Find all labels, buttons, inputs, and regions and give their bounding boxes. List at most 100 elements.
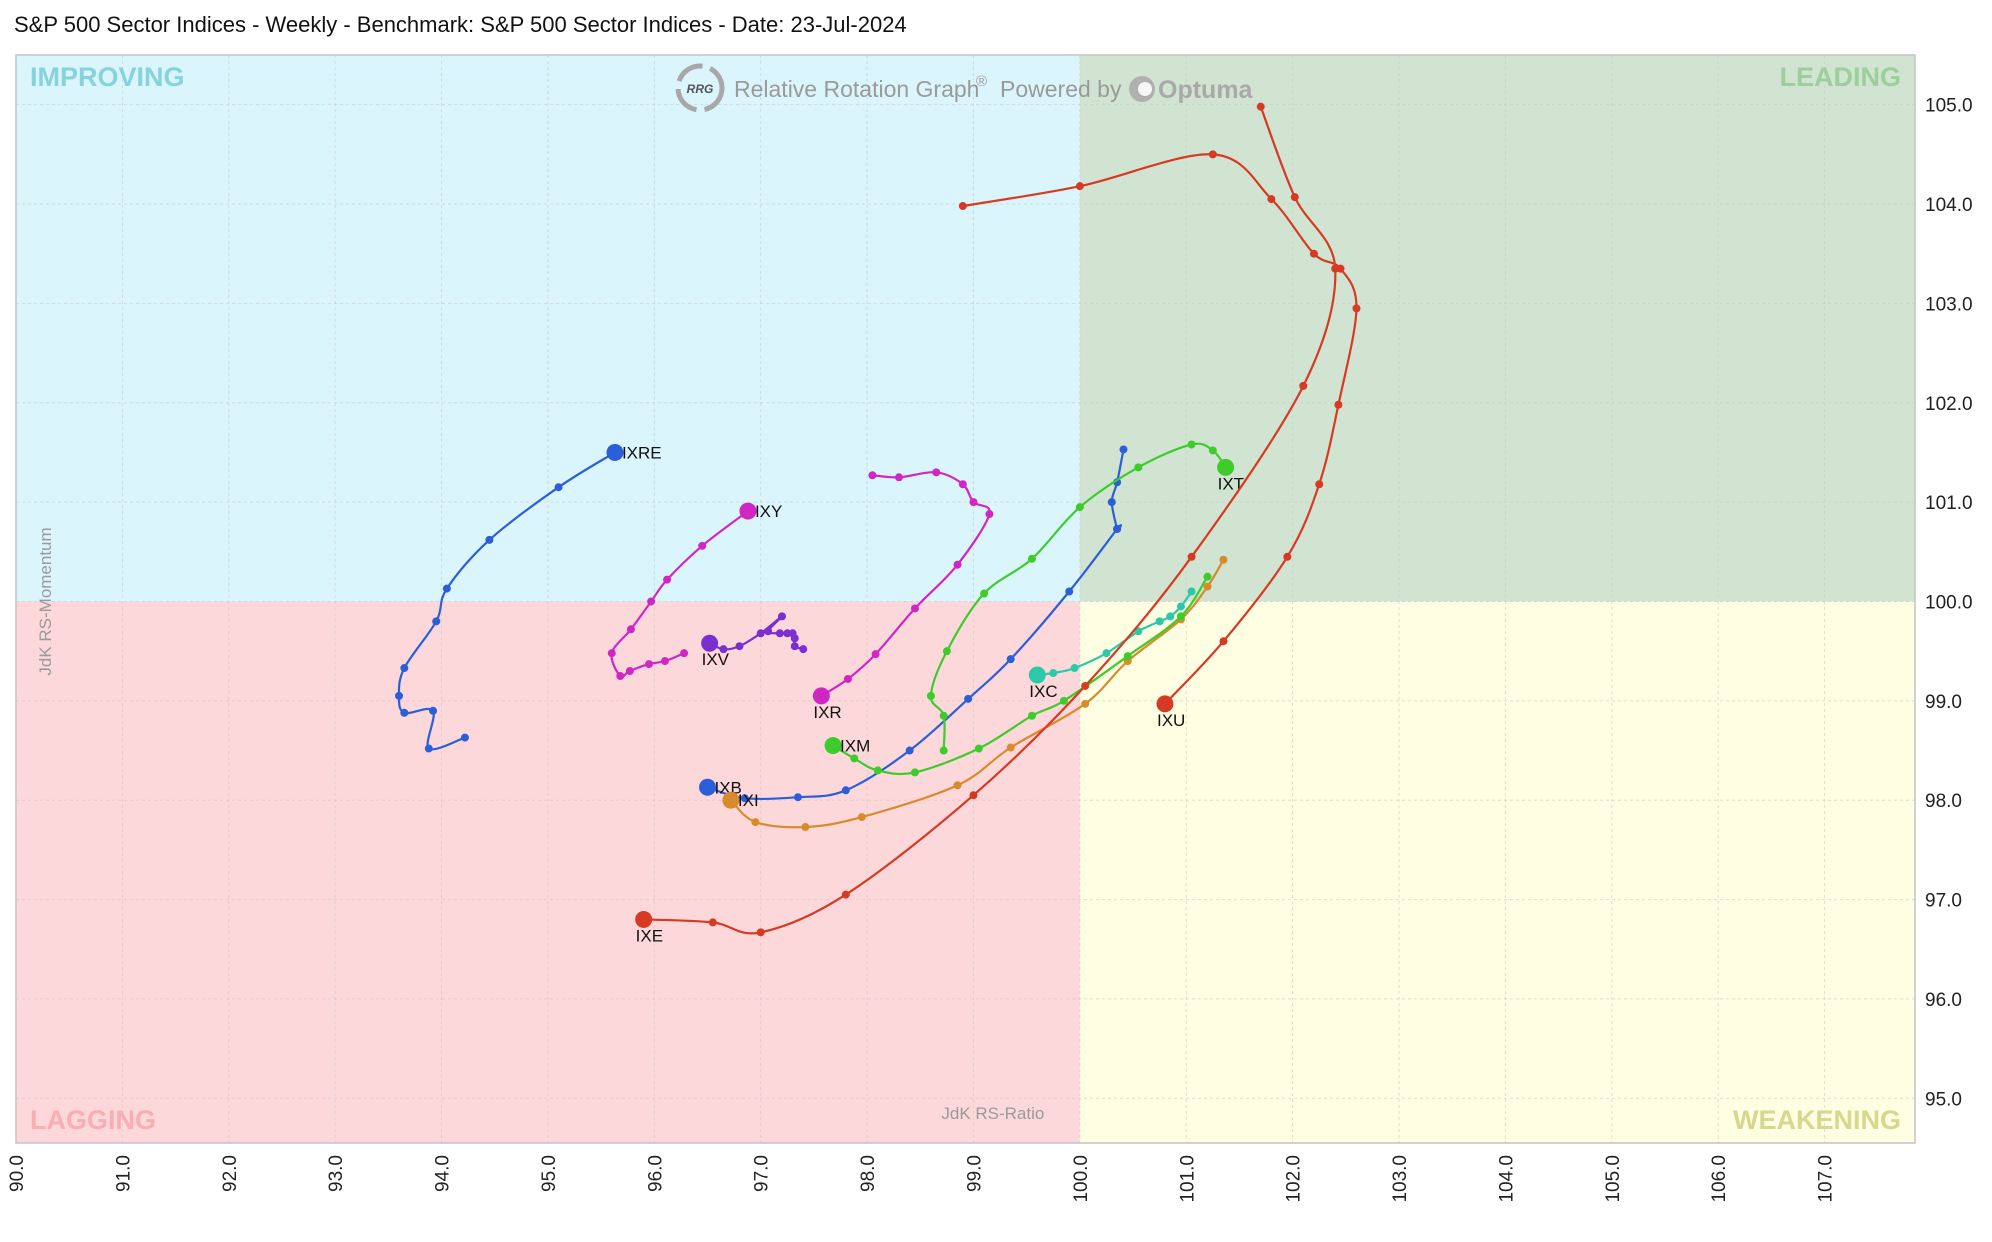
series-head-point[interactable] [1156, 695, 1174, 713]
series-head-point[interactable] [635, 910, 653, 928]
series-ixy[interactable]: IXY [607, 502, 783, 681]
series-label: IXU [1157, 711, 1185, 730]
series-ixv[interactable]: IXV [701, 612, 808, 669]
series-tail-point [626, 625, 635, 634]
rrg-logo-text: RRG [687, 82, 714, 96]
series-head-point[interactable] [739, 502, 757, 520]
series-ixm[interactable]: IXM [824, 572, 1212, 777]
series-tail-point [1176, 602, 1185, 611]
x-tick-label: 91.0 [113, 1155, 134, 1192]
series-tail-point [1315, 480, 1324, 489]
quadrant-leading [1079, 55, 1915, 602]
series-tail-point [663, 575, 672, 584]
watermark: RRG Relative Rotation Graph ® Powered by… [675, 63, 1254, 113]
series-tail-point [625, 667, 634, 676]
series-tail-point [799, 645, 808, 654]
series-tail-point [910, 768, 919, 777]
x-tick-label: 95.0 [539, 1155, 560, 1192]
series-tail-point [1166, 612, 1175, 621]
series-tail-point [1290, 193, 1299, 202]
series-ixc[interactable]: IXC [1028, 587, 1196, 701]
series-tail-point [974, 744, 983, 753]
series-ixb[interactable]: IXB [699, 445, 1128, 803]
series-tail-point [1283, 552, 1292, 561]
series-tail-point [1334, 400, 1343, 409]
series-label: IXT [1218, 474, 1244, 493]
series-tail-point [871, 650, 880, 659]
series-head-point[interactable] [1028, 666, 1046, 684]
series-tail-point [1208, 446, 1217, 455]
x-axis-title: JdK RS-Ratio [941, 1104, 1044, 1123]
y-tick-label: 105.0 [1925, 96, 1973, 117]
series-tail-point [1027, 554, 1036, 563]
series-tail-point [1107, 498, 1116, 507]
series-tail-point [1006, 655, 1015, 664]
watermark-registered: ® [976, 73, 987, 90]
grid-lines [15, 55, 1915, 1143]
series-head-point[interactable] [701, 634, 719, 652]
series-tail-point [958, 480, 967, 489]
series-tail-point [1309, 249, 1318, 258]
series-ixi[interactable]: IXI [722, 555, 1228, 832]
x-tick-label: 101.0 [1177, 1155, 1198, 1203]
quadrant-label-improving: IMPROVING [30, 62, 185, 92]
series-ixre[interactable]: IXRE [394, 443, 662, 753]
quadrant-label-leading: LEADING [1780, 62, 1902, 92]
series-tail-point [400, 708, 409, 717]
series-tail-point [1176, 612, 1185, 621]
series-head-point[interactable] [824, 737, 842, 755]
series-head-point[interactable] [1217, 458, 1235, 476]
series-tail-point [980, 589, 989, 598]
x-tick-label: 93.0 [326, 1155, 347, 1192]
series-tail-point [793, 793, 802, 802]
quadrant-label-lagging: LAGGING [30, 1105, 156, 1135]
series-label: IXE [636, 926, 663, 945]
y-tick-label: 104.0 [1925, 195, 1973, 216]
series-tail-point [969, 498, 978, 507]
series-tail-point [932, 468, 941, 477]
series-ixe[interactable]: IXE [635, 102, 1340, 946]
series-head-point[interactable] [606, 443, 624, 461]
series-tail-point [1203, 582, 1212, 591]
series-tail-point [775, 629, 784, 638]
series-tail-point [1187, 587, 1196, 596]
x-tick-label: 103.0 [1390, 1155, 1411, 1203]
series-ixr[interactable]: IXR [812, 468, 994, 722]
y-tick-label: 97.0 [1925, 891, 1962, 912]
x-tick-label: 94.0 [433, 1155, 454, 1192]
series-tail-point [1123, 652, 1132, 661]
series-tail-point [1187, 552, 1196, 561]
series-line [397, 451, 616, 751]
x-tick-label: 90.0 [7, 1155, 28, 1192]
series-tail-point [926, 691, 935, 700]
series-line [832, 575, 1209, 776]
series-tail-point [432, 617, 441, 626]
series-ixu[interactable]: IXU [958, 150, 1361, 730]
series-ixt[interactable]: IXT [926, 440, 1244, 755]
series-tail-point [1134, 627, 1143, 636]
chart-title: S&P 500 Sector Indices - Weekly - Benchm… [14, 12, 907, 37]
series-tail-point [756, 928, 765, 937]
series-label: IXC [1029, 682, 1057, 701]
series-tail-point [850, 754, 859, 763]
series-tail-point [1049, 669, 1058, 678]
series-tail-point [868, 471, 877, 480]
series-label: IXRE [622, 443, 662, 462]
series-head-point[interactable] [699, 778, 717, 796]
series-tail-point [958, 202, 967, 211]
series-label: IXY [755, 502, 782, 521]
series-head-point[interactable] [812, 687, 830, 705]
series-label: IXV [702, 650, 730, 669]
series-tail-point [698, 541, 707, 550]
series-tail-point [616, 672, 625, 681]
y-tick-label: 99.0 [1925, 692, 1962, 713]
series-head-point[interactable] [722, 791, 740, 809]
series-tail-point [873, 766, 882, 775]
series-tail-point [895, 473, 904, 482]
x-tick-label: 100.0 [1071, 1155, 1092, 1203]
series-tail-point [680, 649, 689, 658]
series-tail-point [1352, 304, 1361, 313]
series-tail-point [719, 645, 728, 654]
rrg-logo-icon: RRG [675, 63, 725, 113]
